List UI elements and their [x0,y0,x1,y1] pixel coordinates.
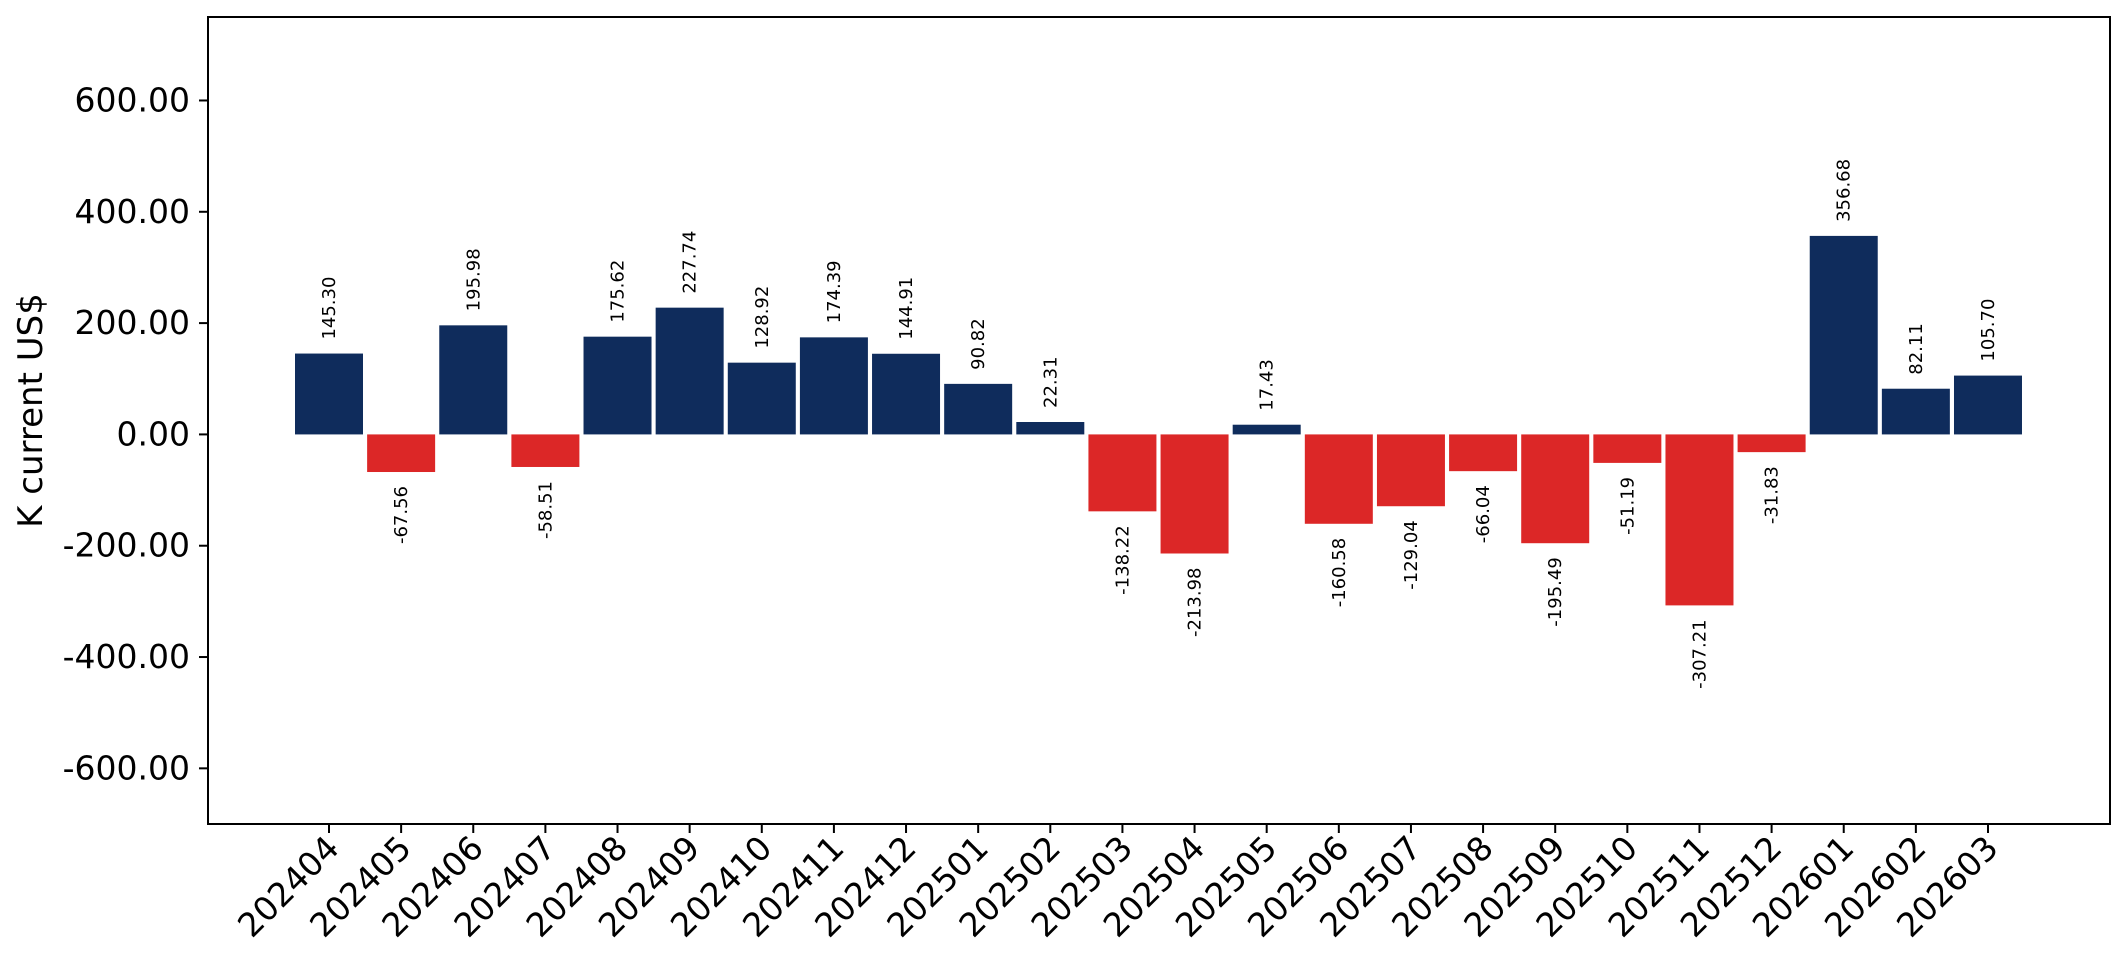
data-label-202404: 145.30 [319,277,340,340]
data-label-202408: 175.62 [608,260,629,323]
data-label-202502: 22.31 [1040,356,1061,408]
plot-frame [207,16,2111,825]
bar-202510 [1593,434,1662,463]
data-label-202410: 128.92 [752,286,773,349]
y-axis-title: K current US$ [11,293,51,528]
bar-202501 [944,383,1013,435]
data-label-202409: 227.74 [680,231,701,294]
data-label-202405: -67.56 [391,486,412,544]
data-label-202508: -66.04 [1473,485,1494,543]
y-tick-label: 200.00 [75,303,190,342]
y-tick-label: 600.00 [75,80,190,119]
data-label-202503: -138.22 [1112,525,1133,594]
data-label-202507: -129.04 [1401,520,1422,589]
data-label-202412: 144.91 [896,277,917,340]
bar-202603 [1953,375,2022,435]
data-labels-layer: 145.30 -67.56 195.98 -58.51 175.62 227.74 128.… [319,159,1999,689]
data-label-202512: -31.83 [1762,466,1783,524]
bar-202512 [1737,434,1806,453]
y-tick-label: 0.00 [117,414,190,453]
data-label-202411: 174.39 [824,260,845,323]
data-label-202601: 356.68 [1834,159,1855,222]
data-label-202511: -307.21 [1689,619,1710,688]
bar-202504 [1160,434,1229,554]
y-tick-label: -200.00 [63,526,190,565]
bar-202411 [799,337,868,435]
bar-202511 [1665,434,1734,606]
bar-202410 [727,362,796,435]
data-label-202603: 105.70 [1978,299,1999,362]
bar-202404 [295,353,363,435]
bar-202506 [1304,434,1373,524]
bar-202505 [1232,424,1301,435]
data-label-202602: 82.11 [1906,323,1927,375]
data-label-202504: -213.98 [1185,568,1206,637]
y-tick-label: -400.00 [63,637,190,676]
y-tick-label: 400.00 [75,192,190,231]
bar-202405 [367,434,436,473]
bars-layer [295,235,2022,606]
data-label-202506: -160.58 [1329,538,1350,607]
bar-202407 [511,434,580,467]
bar-202502 [1016,422,1085,435]
bar-202406 [439,325,508,435]
bar-202412 [872,353,941,435]
y-tick-label: -600.00 [63,748,190,787]
y-axis: -600.00 -400.00 -200.00 0.00 200.00 400.00 600… [63,80,208,787]
bar-202602 [1881,388,1950,435]
data-label-202509: -195.49 [1545,557,1566,626]
data-label-202406: 195.98 [463,248,484,311]
bar-202509 [1521,434,1590,544]
x-axis: 2024042024052024062024072024082024092024… [230,824,2006,945]
bar-202503 [1088,434,1157,512]
data-label-202505: 17.43 [1257,359,1278,411]
bar-202507 [1376,434,1445,507]
bar-202409 [655,307,724,435]
data-label-202501: 90.82 [968,318,989,370]
bar-202508 [1449,434,1518,472]
bar-202408 [583,336,652,435]
bar-202601 [1809,235,1878,435]
data-label-202510: -51.19 [1617,477,1638,535]
data-label-202407: -58.51 [535,481,556,539]
